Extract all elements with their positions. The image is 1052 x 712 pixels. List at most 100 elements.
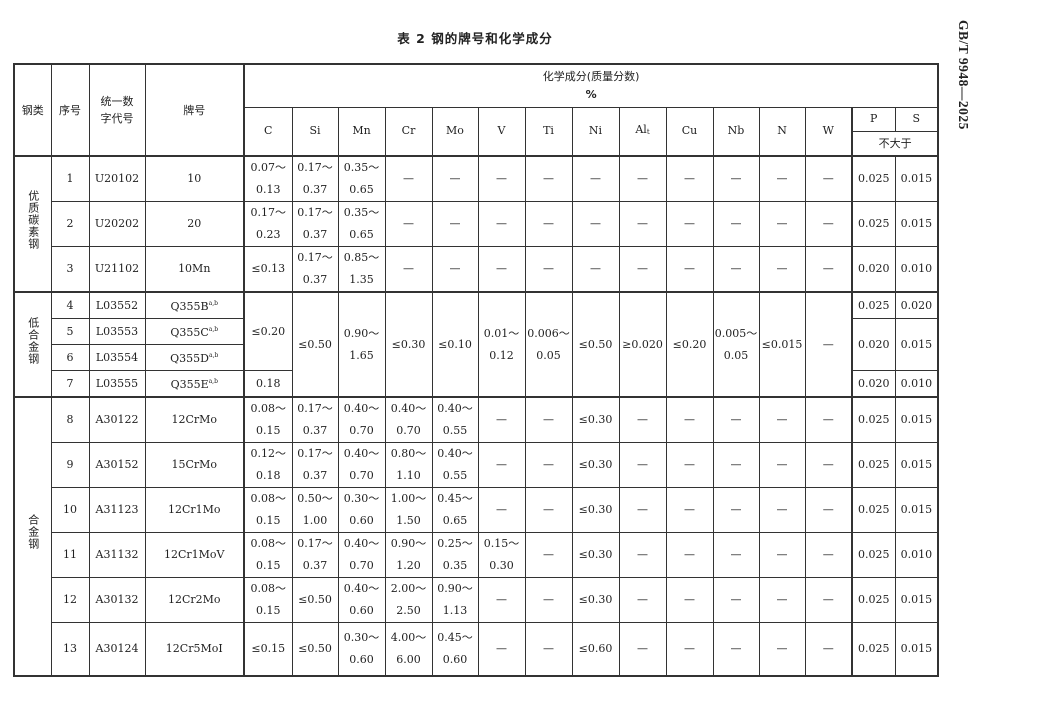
grade-footnote: a,b bbox=[208, 378, 218, 385]
header-element-cu: Cu bbox=[665, 106, 714, 157]
table-row: 6 L03554 Q355Da,b bbox=[14, 344, 938, 371]
table-row: 7 L03555 Q355Ea,b 0.18 0.020 0.010 bbox=[14, 370, 939, 398]
grade-cell: Q355Ea,b bbox=[144, 370, 245, 398]
value-cu: — bbox=[665, 442, 714, 488]
value-cu: — bbox=[665, 577, 714, 623]
value-c: 0.07～ 0.13 bbox=[243, 155, 293, 202]
value-nb: — bbox=[712, 622, 760, 677]
seq-cell: 8 bbox=[50, 396, 90, 443]
value-s: 0.015 bbox=[894, 318, 939, 371]
value-cr: 2.00～ 2.50 bbox=[384, 577, 433, 623]
value-v: — bbox=[477, 487, 526, 533]
category-cell: 低合金钢 bbox=[13, 291, 52, 398]
value-w: — bbox=[804, 622, 853, 677]
value-s: 0.015 bbox=[894, 201, 939, 247]
value-ni: — bbox=[571, 246, 620, 293]
value-w: — bbox=[804, 487, 853, 533]
category-label: 优质碳素钢 bbox=[26, 190, 40, 250]
value-v: — bbox=[477, 155, 526, 202]
value-al: — bbox=[618, 577, 667, 623]
value-al: — bbox=[618, 155, 667, 202]
value-p: 0.025 bbox=[851, 442, 896, 488]
value-v: — bbox=[477, 442, 526, 488]
value-al: — bbox=[618, 246, 667, 293]
value-v: — bbox=[477, 246, 526, 293]
value-mo: 0.40～ 0.55 bbox=[431, 442, 479, 488]
value-mn: 0.40～ 0.70 bbox=[337, 396, 386, 443]
value-s: 0.015 bbox=[894, 155, 939, 202]
value-s: 0.015 bbox=[894, 396, 939, 443]
value-mo: — bbox=[431, 201, 479, 247]
value-al: — bbox=[618, 442, 667, 488]
code-cell: A30132 bbox=[88, 577, 146, 623]
header-category: 钢类 bbox=[13, 63, 52, 157]
header-element-ti: Ti bbox=[524, 106, 573, 157]
value-cr: 1.00～ 1.50 bbox=[384, 487, 433, 533]
value-ti: — bbox=[524, 246, 573, 293]
grade-cell: 12Cr5MoI bbox=[144, 622, 245, 677]
header-element-cr: Cr bbox=[384, 106, 433, 157]
seq-cell: 1 bbox=[50, 155, 90, 202]
value-s: 0.020 bbox=[894, 291, 939, 319]
value-n: ≤0.015 bbox=[758, 291, 806, 398]
value-mo: 0.45～ 0.65 bbox=[431, 487, 479, 533]
value-v: — bbox=[477, 577, 526, 623]
value-c: 0.08～ 0.15 bbox=[243, 396, 293, 443]
element-symbol: Al bbox=[635, 123, 647, 137]
grade-text: Q355E bbox=[170, 378, 209, 391]
value-mo: 0.25～ 0.35 bbox=[431, 532, 479, 578]
grade-cell: Q355Ba,b bbox=[144, 291, 245, 319]
value-al: — bbox=[618, 201, 667, 247]
value-nb: — bbox=[712, 442, 760, 488]
value-ni: — bbox=[571, 201, 620, 247]
grade-cell: 12CrMo bbox=[144, 396, 245, 443]
table-row: 5 L03553 Q355Ca,b 0.020 0.015 bbox=[14, 318, 939, 371]
value-cu: — bbox=[665, 201, 714, 247]
unit-label: % bbox=[585, 87, 597, 101]
value-cu: ≤0.20 bbox=[665, 291, 714, 398]
header-code: 统一数 字代号 bbox=[88, 63, 146, 157]
value-mo: 0.40～ 0.55 bbox=[431, 396, 479, 443]
value-ni: ≤0.60 bbox=[571, 622, 620, 677]
code-cell: A31132 bbox=[88, 532, 146, 578]
value-mn: 0.40～ 0.70 bbox=[337, 532, 386, 578]
seq-cell: 5 bbox=[50, 318, 90, 345]
value-cu: — bbox=[665, 396, 714, 443]
header-max-note: 不大于 bbox=[851, 130, 939, 157]
value-mo: — bbox=[431, 155, 479, 202]
value-ti: — bbox=[524, 442, 573, 488]
value-c: ≤0.13 bbox=[243, 246, 293, 293]
value-p: 0.025 bbox=[851, 291, 896, 319]
value-nb: — bbox=[712, 487, 760, 533]
value-cu: — bbox=[665, 155, 714, 202]
table-title: 表 2 钢的牌号和化学成分 bbox=[397, 31, 553, 46]
value-cu: — bbox=[665, 246, 714, 293]
value-cu: — bbox=[665, 487, 714, 533]
code-cell: L03552 bbox=[88, 291, 146, 319]
value-ti: — bbox=[524, 487, 573, 533]
value-v: 0.15～ 0.30 bbox=[477, 532, 526, 578]
value-si: ≤0.50 bbox=[291, 577, 339, 623]
value-si: 0.50～ 1.00 bbox=[291, 487, 339, 533]
value-p: 0.020 bbox=[851, 246, 896, 293]
value-cu: — bbox=[665, 622, 714, 677]
value-cr: — bbox=[384, 246, 433, 293]
seq-cell: 12 bbox=[50, 577, 90, 623]
category-cell: 合金钢 bbox=[13, 396, 52, 677]
grade-footnote: a,b bbox=[208, 300, 218, 307]
value-ni: — bbox=[571, 155, 620, 202]
value-p: 0.025 bbox=[851, 532, 896, 578]
value-c: 0.08～ 0.15 bbox=[243, 577, 293, 623]
value-al: ≥0.020 bbox=[618, 291, 667, 398]
value-s: 0.015 bbox=[894, 622, 939, 677]
value-cr: 4.00～ 6.00 bbox=[384, 622, 433, 677]
header-p: P bbox=[851, 106, 896, 132]
grade-cell: Q355Ca,b bbox=[144, 318, 245, 345]
value-c: 0.08～ 0.15 bbox=[243, 532, 293, 578]
value-al: — bbox=[618, 396, 667, 443]
grade-cell: 12Cr1Mo bbox=[144, 487, 245, 533]
table-row: 低合金钢 4 L03552 Q355Ba,b ≤0.20 ≤0.50 0.90～ 1.65 ≤… bbox=[13, 291, 939, 398]
value-p: 0.025 bbox=[851, 487, 896, 533]
value-mn: 0.35～ 0.65 bbox=[337, 201, 386, 247]
value-si: ≤0.50 bbox=[291, 622, 339, 677]
